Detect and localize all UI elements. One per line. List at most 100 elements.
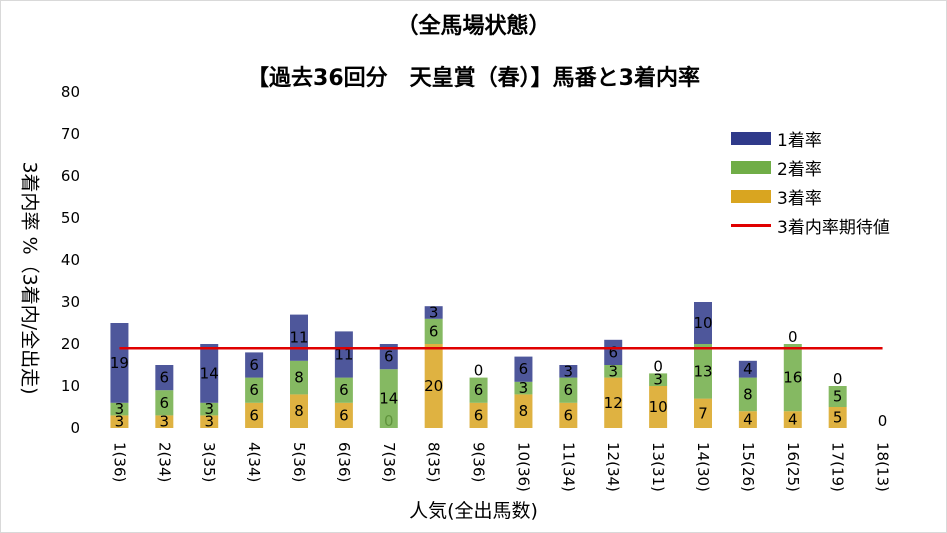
y-tick-label: 80: [61, 83, 80, 101]
bar-second: [334, 377, 353, 403]
data-label-third: 12: [604, 394, 623, 412]
bar-third: [110, 415, 129, 428]
bar-second: [514, 381, 533, 395]
x-tick-label: 3(35): [200, 442, 218, 482]
data-label-first: 0: [833, 370, 843, 388]
x-tick-label: 18(13): [874, 442, 892, 492]
bar-second: [694, 344, 712, 399]
bar-first: [245, 352, 264, 378]
bar-second: [290, 360, 308, 395]
data-label-third: 4: [743, 411, 753, 429]
data-label-third: 6: [339, 406, 349, 424]
data-label-second: 6: [429, 322, 439, 340]
data-label-first: 11: [334, 346, 353, 364]
x-axis-label: 人気(全出馬数): [409, 500, 538, 522]
bar-second: [200, 402, 219, 416]
legend-label-second: 2着率: [777, 160, 822, 180]
data-label-second: 3: [519, 379, 529, 397]
y-axis-label: 3着内率 %（3着内/全出走): [18, 161, 41, 395]
bar-second: [155, 390, 174, 416]
data-label-third: 0: [878, 412, 888, 430]
bar-third: [245, 402, 264, 428]
y-tick-label: 20: [61, 335, 80, 353]
data-label-third: 3: [115, 413, 125, 431]
bar-third: [783, 411, 802, 428]
x-tick-label: 16(25): [784, 442, 802, 492]
data-label-first: 14: [200, 364, 219, 382]
bar-second: [828, 386, 847, 407]
data-label-second: 6: [160, 394, 170, 412]
bar-third: [649, 386, 668, 428]
data-label-third: 8: [294, 402, 304, 420]
data-label-third: 6: [564, 406, 574, 424]
data-label-second: 16: [783, 369, 802, 387]
bar-first: [694, 302, 712, 344]
legend-swatch-third: [731, 190, 771, 203]
bar-second: [559, 377, 578, 403]
data-label-third: 3: [160, 413, 170, 431]
legend-item-third: 3着率: [731, 182, 890, 211]
data-label-first: 3: [564, 362, 574, 380]
y-tick-label: 70: [61, 125, 80, 143]
bar-first: [559, 365, 578, 378]
data-label-second: 3: [653, 371, 663, 389]
legend: 1着率 2着率 3着率 3着内率期待値: [731, 124, 890, 240]
data-label-third: 7: [698, 404, 708, 422]
bar-third: [424, 344, 443, 428]
bar-third: [155, 415, 174, 428]
bar-third: [469, 402, 488, 428]
bar-first: [155, 365, 174, 391]
x-tick-label: 10(36): [514, 442, 532, 492]
y-tick-label: 10: [61, 377, 80, 395]
bar-second: [424, 318, 443, 344]
data-label-third: 20: [424, 377, 443, 395]
bar-third: [604, 377, 623, 428]
chart-title: （全馬場状態）: [396, 14, 551, 39]
data-label-second: 5: [833, 388, 843, 406]
data-label-second: 8: [294, 369, 304, 387]
data-label-first: 6: [384, 348, 394, 366]
data-label-first: 0: [474, 362, 484, 380]
bar-third: [514, 394, 533, 428]
data-label-first: 6: [608, 343, 618, 361]
bar-first: [738, 360, 757, 378]
bar-second: [604, 365, 623, 378]
y-tick-label: 50: [61, 209, 80, 227]
y-tick-label: 30: [61, 293, 80, 311]
bar-third: [334, 402, 353, 428]
legend-item-first: 1着率: [731, 124, 890, 153]
data-label-first: 0: [788, 328, 798, 346]
legend-item-expected: 3着内率期待値: [731, 211, 890, 240]
data-label-first: 6: [160, 369, 170, 387]
legend-item-second: 2着率: [731, 153, 890, 182]
bar-first: [604, 339, 623, 365]
chart-subtitle: 【過去36回分 天皇賞（春）】馬番と3着内率: [247, 66, 700, 91]
bar-second: [738, 377, 757, 412]
y-tick-label: 60: [61, 167, 80, 185]
x-tick-label: 2(34): [155, 442, 173, 482]
x-tick-label: 15(26): [739, 442, 757, 492]
data-label-second: 6: [249, 381, 259, 399]
data-label-third: 8: [519, 402, 529, 420]
bar-second: [469, 377, 488, 403]
bar-first: [379, 344, 398, 370]
x-tick-label: 17(19): [829, 442, 847, 492]
x-tick-label: 8(35): [425, 442, 443, 482]
bar-third: [828, 407, 847, 428]
data-label-second: 3: [204, 400, 214, 418]
x-tick-label: 12(34): [604, 442, 622, 492]
x-tick-label: 6(36): [335, 442, 353, 482]
bar-first: [514, 356, 533, 382]
x-tick-label: 13(31): [649, 442, 667, 492]
bar-first: [334, 331, 353, 378]
bar-third: [559, 402, 578, 428]
x-tick-label: 11(34): [559, 442, 577, 492]
data-label-second: 3: [115, 400, 125, 418]
bar-third: [694, 398, 712, 428]
legend-label-third: 3着率: [777, 189, 822, 209]
data-label-second: 6: [474, 381, 484, 399]
legend-line-expected: [731, 224, 771, 227]
data-label-first: 3: [429, 304, 439, 322]
